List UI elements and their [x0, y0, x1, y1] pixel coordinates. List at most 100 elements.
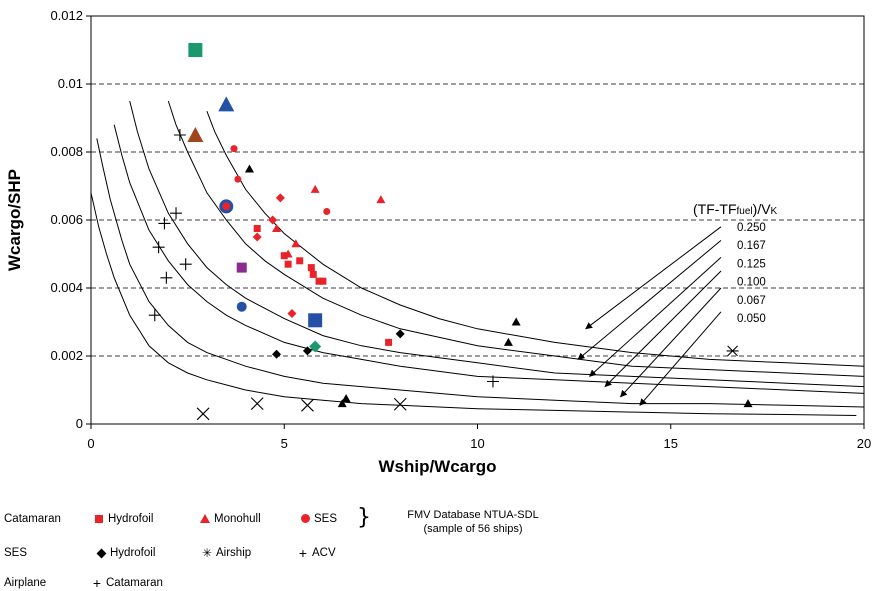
marker-diamond	[309, 340, 322, 353]
legend-item-monohull: Monohull	[198, 513, 261, 525]
legend-item-hydrofoil-catamaran: Hydrofoil	[92, 513, 153, 525]
marker-plus	[148, 309, 161, 322]
curve-0.250	[206, 111, 865, 367]
marker-square	[253, 225, 261, 232]
legend-group-label: Catamaran	[4, 513, 61, 525]
marker-square	[319, 277, 327, 285]
marker-plus	[173, 129, 186, 141]
marker-circle	[234, 175, 242, 183]
marker-square	[188, 43, 203, 57]
marker-circle-inner	[222, 202, 231, 211]
legend-group-ses: SES	[4, 547, 27, 559]
marker-triangle	[244, 164, 254, 173]
curve-label: 0.125	[737, 258, 766, 270]
marker-diamond	[395, 329, 405, 339]
legend-item-label: Hydrofoil	[108, 513, 154, 525]
y-tick-label: 0	[76, 416, 83, 431]
curve-0.100	[113, 124, 865, 394]
x-tick-label: 0	[87, 436, 94, 451]
marker-diamond	[302, 346, 312, 356]
red-circle-icon	[298, 513, 312, 525]
marker-diamond	[252, 232, 262, 242]
marker-square	[309, 270, 317, 278]
y-tick-label: 0.012	[50, 8, 83, 23]
marker-square	[236, 262, 247, 273]
legend-item-label: Monohull	[214, 513, 261, 525]
marker-triangle	[743, 399, 753, 408]
marker-triangle	[272, 224, 282, 232]
x-tick-label: 10	[470, 436, 484, 451]
x-axis-title: Wship/Wcargo	[378, 457, 496, 476]
marker-triangle	[310, 184, 320, 193]
marker-square	[308, 313, 323, 328]
legend-group-catamaran: Catamaran	[4, 513, 61, 525]
x-tick-label: 5	[281, 436, 288, 451]
marker-triangle	[337, 399, 347, 408]
marker-diamond	[268, 215, 278, 225]
legend-item-label: ACV	[312, 547, 336, 559]
marker-x	[301, 398, 314, 412]
database-note-line1: FMV Database NTUA-SDL	[407, 509, 539, 521]
database-note: FMV Database NTUA-SDL (sample of 56 ship…	[398, 508, 548, 536]
marker-square	[307, 264, 315, 272]
marker-diamond	[287, 309, 297, 318]
curve-label: 0.067	[737, 295, 766, 307]
marker-x	[250, 397, 264, 410]
marker-square	[385, 338, 393, 346]
marker-plus	[179, 258, 192, 271]
database-note-line2: (sample of 56 ships)	[423, 523, 523, 535]
y-tick-label: 0.002	[50, 348, 83, 363]
marker-triangle	[291, 239, 301, 248]
legend-item-label: Airship	[216, 547, 252, 559]
y-tick-label: 0.008	[50, 144, 83, 159]
legend-item-label: Catamaran	[106, 577, 163, 589]
curve-0.167	[167, 100, 865, 377]
legend-item-ses-catamaran: SES	[298, 513, 337, 525]
y-tick-label: 0.004	[50, 280, 83, 295]
curve-arrow	[620, 287, 722, 398]
curve-arrow	[639, 311, 722, 406]
marker-square	[280, 252, 288, 260]
brace-icon: }	[357, 505, 371, 530]
marker-plus	[486, 375, 499, 388]
y-tick-label: 0.01	[58, 76, 83, 91]
plus-icon: +	[92, 575, 102, 591]
curve-arrow	[589, 257, 722, 377]
marker-circle	[323, 208, 331, 215]
curves-title: (TF-TFfuel)/VK	[693, 201, 778, 217]
marker-x	[393, 397, 407, 411]
curve-label: 0.250	[737, 222, 766, 234]
red-triangle-icon	[198, 513, 212, 525]
curve-label: 0.050	[737, 313, 766, 325]
marker-triangle	[503, 337, 513, 346]
x-tick-label: 15	[664, 436, 678, 451]
marker-triangle	[283, 249, 293, 258]
marker-triangle	[218, 96, 235, 112]
y-tick-label: 0.006	[50, 212, 83, 227]
marker-asterisk	[726, 345, 739, 357]
legend-group-label: Airplane	[4, 577, 47, 589]
legend-item-catamaran-airplane: + Catamaran	[90, 575, 163, 591]
marker-plus	[152, 241, 165, 254]
marker-diamond	[275, 193, 285, 203]
curve-arrow	[604, 270, 722, 388]
curve-0.067	[96, 138, 865, 408]
marker-plus	[170, 207, 183, 220]
legend-item-hydrofoil-ses: Hydrofoil	[94, 547, 155, 559]
marker-plus	[160, 271, 173, 284]
marker-square	[284, 260, 292, 268]
marker-diamond	[272, 349, 282, 359]
legend-item-label: SES	[314, 513, 338, 525]
marker-triangle	[376, 195, 386, 204]
legend: Catamaran Hydrofoil Monohull SES } FMV D…	[0, 505, 876, 591]
curve-0.125	[129, 100, 865, 388]
legend-group-airplane: Airplane	[4, 577, 46, 589]
marker-triangle	[511, 317, 521, 326]
marker-triangle	[341, 394, 351, 402]
marker-triangle	[187, 127, 204, 142]
marker-circle	[236, 301, 247, 312]
curve-label: 0.167	[737, 240, 766, 252]
curve-arrow	[585, 226, 722, 330]
asterisk-icon: ✳	[201, 546, 213, 560]
marker-square	[315, 277, 323, 285]
